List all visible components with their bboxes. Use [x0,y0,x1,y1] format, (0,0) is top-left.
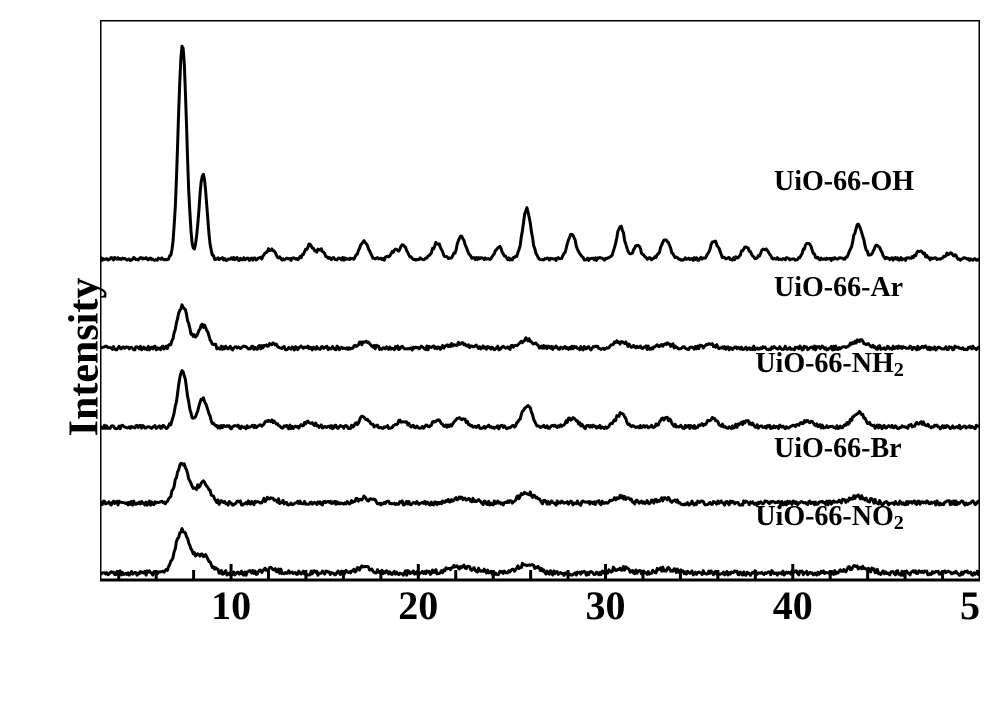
series-UiO-66-Ar [100,305,980,350]
series-label-UiO-66-NO2: UiO-66-NO2 [755,501,904,534]
plot-area: 10 20 30 40 50 UiO-66-OH UiO-66-Ar UiO-66-NH2 Ui… [100,20,980,640]
series-UiO-66-Br [100,463,980,505]
series-label-UiO-66-NH2: UiO-66-NH2 [755,348,904,381]
series-label-UiO-66-Br: UiO-66-Br [774,433,902,464]
chart-container: Intensity 1020304050UiO-66-OHUiO-66-ArUi… [0,0,1000,713]
series-label-UiO-66-Ar: UiO-66-Ar [774,272,903,303]
series-UiO-66-OH [100,46,980,260]
x-tick-label: 30 [586,583,626,628]
x-tick-label: 50 [960,583,980,628]
series-UiO-66-NH2 [100,371,980,429]
x-tick-label: 10 [211,583,251,628]
x-tick-label: 40 [773,583,813,628]
xrd-plot-svg: 10 20 30 40 50 UiO-66-OH UiO-66-Ar UiO-66-NH2 Ui… [100,20,980,640]
x-tick-label: 20 [398,583,438,628]
series-label-UiO-66-OH: UiO-66-OH [774,166,914,197]
